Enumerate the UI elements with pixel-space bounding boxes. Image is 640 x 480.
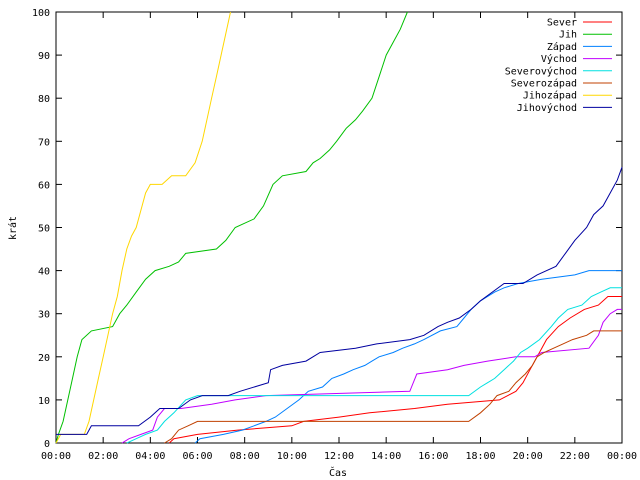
legend-label: Sever <box>547 18 577 29</box>
x-tick-label: 00:00 <box>607 451 637 462</box>
y-tick-label: 90 <box>38 51 50 62</box>
x-tick-label: 20:00 <box>513 451 543 462</box>
x-tick-label: 06:00 <box>182 451 212 462</box>
x-tick-label: 22:00 <box>560 451 590 462</box>
x-tick-label: 02:00 <box>88 451 118 462</box>
series-line-0 <box>168 296 622 444</box>
series-line-2 <box>194 270 622 444</box>
y-tick-label: 30 <box>38 310 50 321</box>
y-tick-label: 10 <box>38 396 50 407</box>
y-tick-label: 80 <box>38 94 50 105</box>
series-line-6 <box>55 11 231 444</box>
series-line-4 <box>126 287 622 444</box>
series-lines <box>55 11 623 444</box>
y-tick-label: 70 <box>38 137 50 148</box>
y-tick-label: 50 <box>38 224 50 235</box>
legend-label: Východ <box>541 53 577 65</box>
x-tick-label: 00:00 <box>41 451 71 462</box>
x-tick-label: 10:00 <box>277 451 307 462</box>
y-tick-label: 60 <box>38 180 50 191</box>
x-tick-label: 16:00 <box>418 451 448 462</box>
series-line-3 <box>121 308 622 444</box>
x-axis-label: Čas <box>329 466 347 479</box>
axes: 0 10 20 30 40 50 60 70 80 90 100 00:00 02:00 04:00 06:… <box>32 8 637 462</box>
legend-label: Severovýchod <box>505 65 577 77</box>
legend-label: Severozápad <box>511 78 577 90</box>
legend: SeverJihZápadVýchodSeverovýchodSeverozáp… <box>505 18 612 114</box>
x-tick-label: 08:00 <box>230 451 260 462</box>
y-tick-label: 40 <box>38 267 50 278</box>
legend-label: Západ <box>547 41 577 53</box>
legend-label: Jih <box>559 30 577 41</box>
series-line-7 <box>56 167 623 435</box>
x-tick-label: 04:00 <box>135 451 165 462</box>
x-tick-label: 12:00 <box>324 451 354 462</box>
y-tick-label: 0 <box>44 439 50 450</box>
x-tick-label: 18:00 <box>465 451 495 462</box>
y-axis-label: krát <box>7 216 19 240</box>
x-tick-label: 14:00 <box>371 451 401 462</box>
legend-label: Jihovýchod <box>517 102 577 114</box>
legend-label: Jihozápad <box>523 90 577 102</box>
series-line-5 <box>164 330 622 444</box>
y-tick-label: 100 <box>32 8 50 19</box>
y-tick-label: 20 <box>38 353 50 364</box>
series-line-1 <box>55 11 408 444</box>
